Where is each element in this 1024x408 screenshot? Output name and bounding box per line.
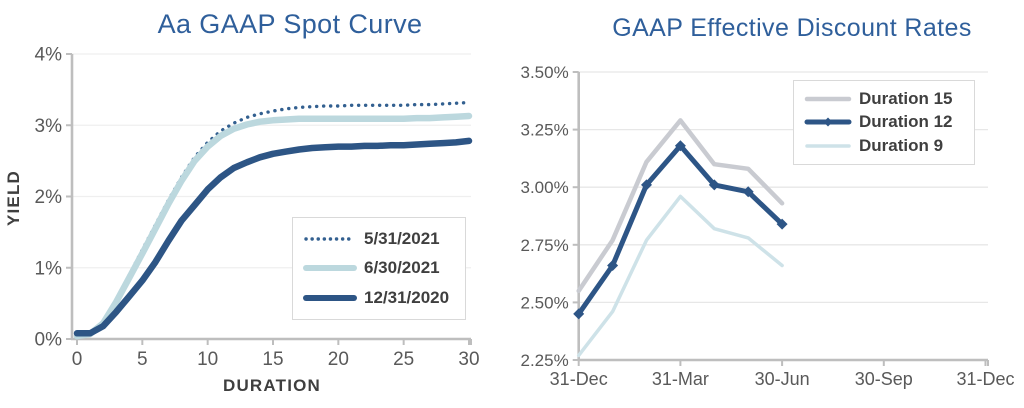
x-tick-label: 15 (262, 349, 283, 370)
legend-label: 5/31/2021 (364, 228, 440, 248)
marker-diamond (742, 186, 754, 198)
x-tick-label: 5 (137, 349, 148, 370)
left-chart-title: Aa GAAP Spot Curve (157, 9, 423, 39)
right-chart-title: GAAP Effective Discount Rates (612, 14, 972, 42)
legend-item: Duration 15 (804, 89, 964, 109)
marker-diamond (607, 260, 619, 272)
left-y-axis-title: YIELD (4, 169, 23, 227)
series-line-duration-9 (576, 194, 784, 358)
series-line-duration-15 (576, 118, 785, 294)
marker-diamond (708, 179, 720, 191)
legend-label: Duration 15 (859, 88, 953, 108)
x-tick-label: 20 (328, 349, 349, 370)
y-tick-label: 3.50% (520, 63, 568, 82)
y-tick-label: 1% (35, 258, 63, 279)
legend-swatch-line (805, 144, 851, 148)
marker-diamond (641, 179, 652, 191)
y-tick-label: 2.50% (520, 293, 568, 312)
legend-label: Duration 12 (859, 112, 953, 132)
y-tick-label: 2% (35, 187, 63, 208)
marker-diamond (674, 140, 686, 152)
legend-label: 6/30/2021 (364, 258, 440, 278)
legend-item: Duration 9 (804, 136, 964, 156)
marker-diamond (573, 308, 585, 320)
y-tick-label: 2.75% (520, 236, 568, 255)
legend-item: 5/31/2021 (303, 229, 455, 249)
legend-item: Duration 12 (804, 112, 964, 132)
legend-swatch-line (303, 295, 357, 302)
y-tick-label: 4% (35, 45, 63, 66)
legend-swatch-marker-line (804, 117, 852, 127)
x-tick-label: 30 (458, 349, 479, 370)
legend-swatch-dotted-line (304, 237, 356, 241)
x-tick-label: 25 (393, 349, 414, 370)
y-tick-label: 3.25% (520, 121, 568, 140)
right-chart-legend: Duration 15 Duration 12 Duration 9 (793, 80, 975, 165)
y-tick-label: 3% (35, 116, 63, 137)
legend-item: 12/31/2020 (303, 288, 455, 308)
legend-label: 12/31/2020 (364, 288, 450, 308)
x-tick-label: 30-Jun (755, 369, 810, 389)
x-tick-label: 31-Mar (652, 369, 709, 389)
y-tick-label: 0% (35, 330, 63, 351)
legend-swatch-line (303, 265, 357, 272)
x-tick-label: 0 (72, 349, 83, 370)
legend-label: Duration 9 (859, 136, 944, 156)
y-tick-label: 2.25% (520, 351, 568, 370)
swatch-marker-diamond (823, 117, 833, 127)
x-tick-label: 31-Dec (550, 369, 608, 389)
x-tick-label: 31-Dec (956, 369, 1014, 389)
y-tick-label: 3.00% (520, 178, 568, 197)
legend-item: 6/30/2021 (303, 258, 455, 278)
left-chart-legend: 5/31/2021 6/30/2021 12/31/2020 (292, 217, 466, 320)
series-line-6-30-2021 (73, 112, 473, 340)
x-tick-label: 30-Sep (855, 369, 913, 389)
series-line-12-31-2020 (73, 137, 473, 337)
marker-diamond (776, 218, 788, 230)
left-x-axis-title: DURATION (222, 376, 322, 395)
legend-swatch-line (804, 96, 852, 102)
x-tick-label: 10 (197, 349, 218, 370)
